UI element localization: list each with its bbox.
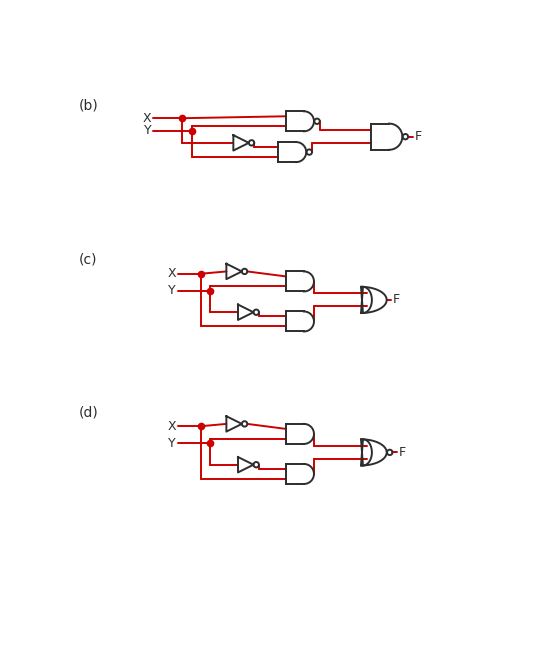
Text: Y: Y	[168, 437, 176, 450]
Text: X: X	[167, 420, 176, 433]
Text: Y: Y	[168, 284, 176, 297]
Text: (c): (c)	[78, 253, 97, 267]
Text: (d): (d)	[78, 405, 98, 419]
Text: (b): (b)	[78, 99, 98, 113]
Text: F: F	[393, 293, 400, 306]
Text: Y: Y	[144, 124, 151, 137]
Text: X: X	[167, 267, 176, 280]
Text: X: X	[143, 112, 151, 124]
Text: F: F	[414, 130, 421, 143]
Text: F: F	[399, 446, 406, 459]
